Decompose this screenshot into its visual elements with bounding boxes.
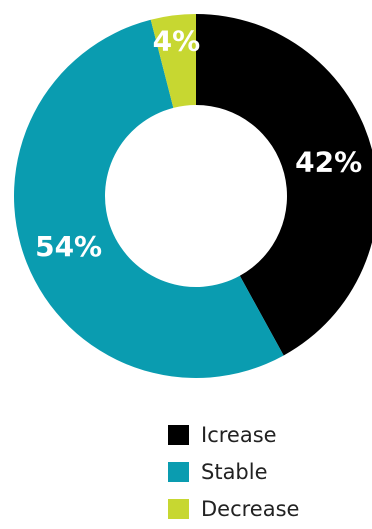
slice-label-decrease: 4% (153, 25, 201, 58)
slice-icrease (196, 14, 372, 356)
slice-stable (14, 19, 284, 378)
legend-swatch-decrease (168, 498, 189, 519)
legend-swatch-stable (168, 461, 189, 482)
slice-decrease (150, 14, 196, 108)
legend: Icrease Stable Decrease (168, 416, 299, 527)
slice-label-icrease: 42% (295, 145, 362, 178)
legend-label-decrease: Decrease (201, 496, 300, 521)
legend-item-stable: Stable (168, 453, 299, 490)
slice-labels: 42% 54% 4% (35, 25, 362, 263)
donut-slices (14, 14, 372, 378)
legend-item-icrease: Icrease (168, 416, 299, 453)
legend-item-decrease: Decrease (168, 490, 299, 527)
legend-swatch-icrease (168, 424, 189, 445)
slice-label-stable: 54% (35, 230, 102, 263)
legend-label-stable: Stable (201, 459, 268, 484)
legend-label-icrease: Icrease (201, 422, 277, 447)
